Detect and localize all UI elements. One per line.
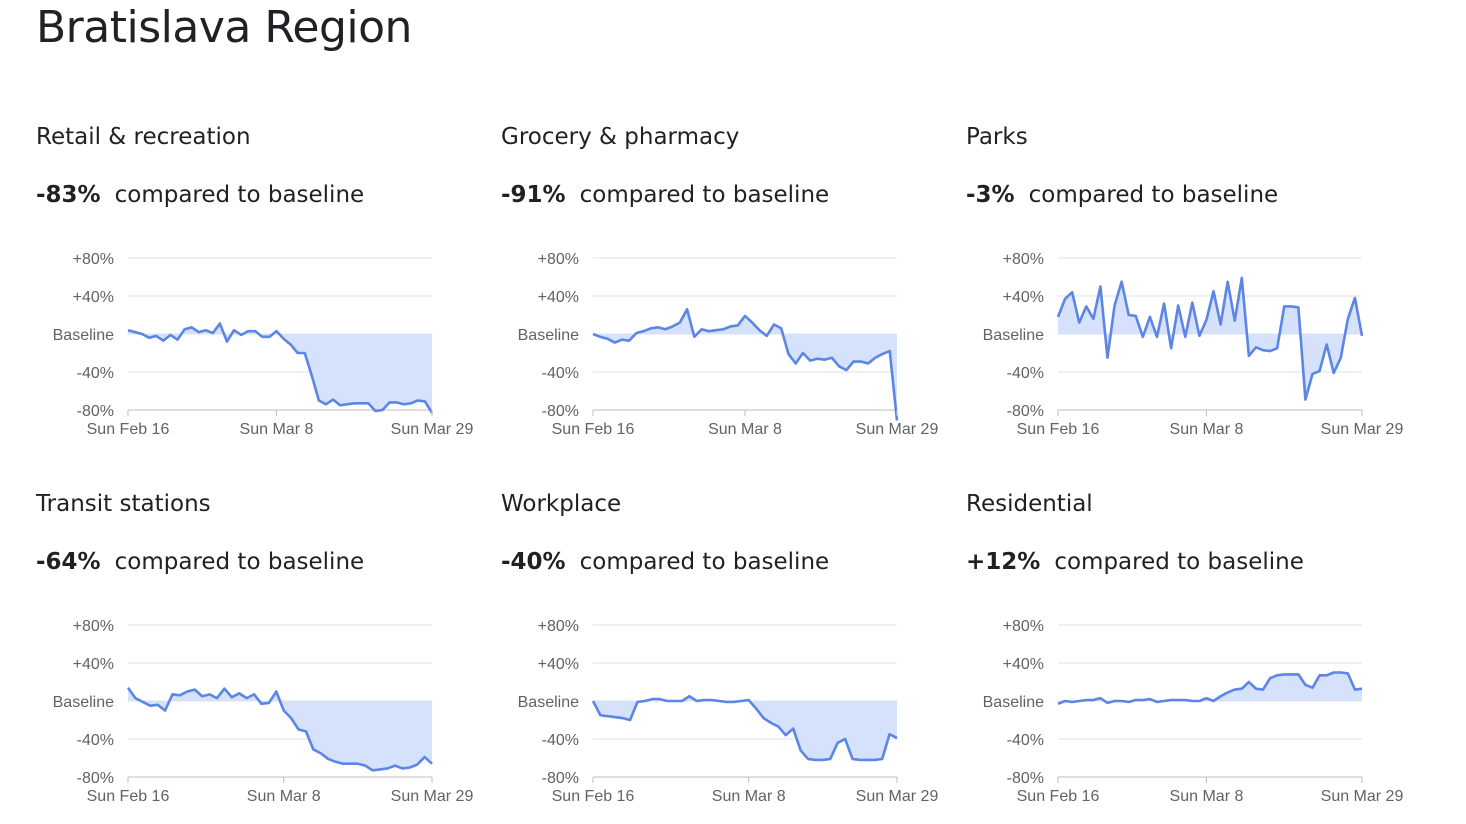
chart-panel: Grocery & pharmacy -91% compared to baseli… bbox=[501, 124, 961, 454]
x-tick-label: Sun Mar 8 bbox=[1170, 788, 1244, 805]
y-tick-label: -80% bbox=[542, 403, 579, 420]
y-tick-label: +40% bbox=[538, 656, 579, 673]
x-tick-label: Sun Feb 16 bbox=[87, 421, 170, 438]
x-tick-label: Sun Feb 16 bbox=[87, 788, 170, 805]
change-percent: -83% bbox=[36, 182, 101, 208]
x-tick-label: Sun Mar 8 bbox=[1170, 421, 1244, 438]
change-label: compared to baseline bbox=[1028, 182, 1279, 208]
category-title: Grocery & pharmacy bbox=[501, 124, 740, 150]
x-tick-label: Sun Feb 16 bbox=[1017, 421, 1100, 438]
y-tick-label: Baseline bbox=[518, 694, 579, 711]
chart-panel: Workplace -40% compared to baseline +80% +40… bbox=[501, 491, 961, 821]
x-tick-label: Sun Feb 16 bbox=[1017, 788, 1100, 805]
y-tick-label: -40% bbox=[1007, 732, 1044, 749]
y-tick-label: -40% bbox=[77, 365, 114, 382]
chart-panel: Residential +12% compared to baseline +80% +… bbox=[966, 491, 1426, 821]
y-tick-label: -80% bbox=[77, 403, 114, 420]
line-chart: +80% +40% Baseline -40% -80%Sun Feb 16 Sun Ma… bbox=[53, 251, 474, 438]
y-tick-label: +80% bbox=[73, 618, 114, 635]
x-tick-label: Sun Mar 8 bbox=[708, 421, 782, 438]
x-tick-label: Sun Mar 8 bbox=[247, 788, 321, 805]
category-title: Residential bbox=[966, 491, 1093, 517]
category-title: Transit stations bbox=[36, 491, 211, 517]
y-tick-label: -40% bbox=[77, 732, 114, 749]
y-tick-label: +40% bbox=[1003, 656, 1044, 673]
category-title: Workplace bbox=[501, 491, 622, 517]
x-tick-label: Sun Mar 29 bbox=[1321, 788, 1404, 805]
change-percent: -3% bbox=[966, 182, 1015, 208]
y-tick-label: Baseline bbox=[518, 327, 579, 344]
x-tick-label: Sun Mar 29 bbox=[391, 788, 474, 805]
y-tick-label: -40% bbox=[542, 732, 579, 749]
category-title: Retail & recreation bbox=[36, 124, 251, 150]
y-tick-label: -80% bbox=[77, 770, 114, 787]
y-tick-label: +80% bbox=[73, 251, 114, 268]
y-tick-label: Baseline bbox=[983, 694, 1044, 711]
y-tick-label: +40% bbox=[73, 656, 114, 673]
change-summary: -64% compared to baseline bbox=[36, 549, 364, 575]
chart-panel: Parks -3% compared to baseline +80% +40% Base… bbox=[966, 124, 1426, 454]
mobility-series-line bbox=[126, 686, 433, 772]
line-chart: +80% +40% Baseline -40% -80%Sun Feb 16 Sun Ma… bbox=[983, 251, 1404, 438]
x-tick-label: Sun Mar 8 bbox=[240, 421, 314, 438]
page-title: Bratislava Region bbox=[36, 2, 412, 53]
change-summary: +12% compared to baseline bbox=[966, 549, 1304, 575]
baseline-difference-area bbox=[593, 696, 897, 760]
mobility-series-line bbox=[127, 322, 434, 414]
y-tick-label: +80% bbox=[538, 251, 579, 268]
change-percent: -40% bbox=[501, 549, 566, 575]
y-tick-label: -80% bbox=[1007, 770, 1044, 787]
x-tick-label: Sun Mar 29 bbox=[856, 788, 939, 805]
baseline-difference-area bbox=[593, 309, 897, 421]
chart-panel: Retail & recreation -83% compared to basel… bbox=[36, 124, 496, 454]
line-chart: +80% +40% Baseline -40% -80%Sun Feb 16 Sun Ma… bbox=[53, 618, 474, 805]
x-tick-label: Sun Mar 29 bbox=[1321, 421, 1404, 438]
x-tick-label: Sun Feb 16 bbox=[552, 421, 635, 438]
y-tick-label: +80% bbox=[538, 618, 579, 635]
y-tick-label: +80% bbox=[1003, 251, 1044, 268]
y-tick-label: Baseline bbox=[53, 694, 114, 711]
line-chart: +80% +40% Baseline -40% -80%Sun Feb 16 Sun Ma… bbox=[983, 618, 1404, 805]
change-label: compared to baseline bbox=[579, 182, 830, 208]
y-tick-label: Baseline bbox=[53, 327, 114, 344]
change-label: compared to baseline bbox=[114, 182, 365, 208]
change-summary: -91% compared to baseline bbox=[501, 182, 829, 208]
y-tick-label: Baseline bbox=[983, 327, 1044, 344]
y-tick-label: -40% bbox=[542, 365, 579, 382]
x-tick-label: Sun Mar 29 bbox=[391, 421, 474, 438]
change-percent: +12% bbox=[966, 549, 1041, 575]
category-title: Parks bbox=[966, 124, 1028, 150]
change-label: compared to baseline bbox=[579, 549, 830, 575]
mobility-series-line bbox=[1057, 671, 1363, 706]
change-percent: -91% bbox=[501, 182, 566, 208]
baseline-difference-area bbox=[128, 323, 432, 413]
y-tick-label: -80% bbox=[1007, 403, 1044, 420]
change-summary: -3% compared to baseline bbox=[966, 182, 1278, 208]
x-tick-label: Sun Mar 29 bbox=[856, 421, 939, 438]
mobility-series-line bbox=[591, 694, 898, 762]
change-summary: -83% compared to baseline bbox=[36, 182, 364, 208]
y-tick-label: +40% bbox=[73, 289, 114, 306]
y-tick-label: -40% bbox=[1007, 365, 1044, 382]
y-tick-label: +80% bbox=[1003, 618, 1044, 635]
change-percent: -64% bbox=[36, 549, 101, 575]
change-label: compared to baseline bbox=[1054, 549, 1304, 575]
mobility-series-line bbox=[1056, 276, 1364, 401]
x-tick-label: Sun Feb 16 bbox=[552, 788, 635, 805]
baseline-difference-area bbox=[1058, 277, 1362, 400]
y-tick-label: +40% bbox=[538, 289, 579, 306]
line-chart: +80% +40% Baseline -40% -80%Sun Feb 16 Sun Ma… bbox=[518, 251, 939, 438]
line-chart: +80% +40% Baseline -40% -80%Sun Feb 16 Sun Ma… bbox=[518, 618, 939, 805]
baseline-difference-area bbox=[128, 687, 432, 771]
change-summary: -40% compared to baseline bbox=[501, 549, 829, 575]
change-label: compared to baseline bbox=[114, 549, 365, 575]
x-tick-label: Sun Mar 8 bbox=[712, 788, 786, 805]
y-tick-label: +40% bbox=[1003, 289, 1044, 306]
baseline-difference-area bbox=[1058, 672, 1362, 704]
chart-panel: Transit stations -64% compared to baseline… bbox=[36, 491, 496, 821]
y-tick-label: -80% bbox=[542, 770, 579, 787]
